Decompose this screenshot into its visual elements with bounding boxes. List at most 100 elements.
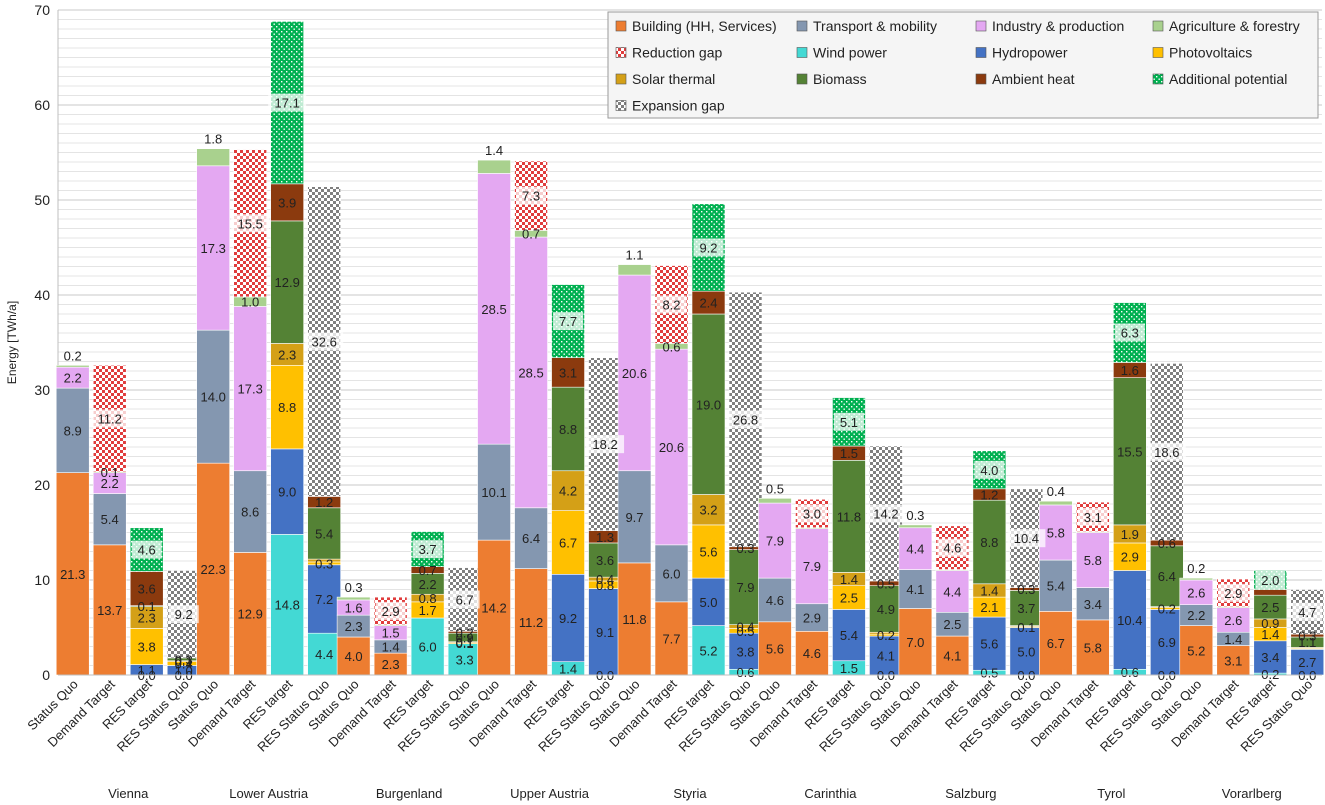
- legend-swatch-expansion_gap: [615, 100, 627, 111]
- bar-segment-building: [935, 635, 970, 676]
- data-label: 28.5: [518, 365, 543, 380]
- data-label: 20.6: [659, 440, 684, 455]
- bar-segment-transport: [898, 569, 933, 609]
- data-label: 0.1: [175, 654, 193, 669]
- bar-segment-biomass: [728, 549, 763, 625]
- data-label-bg: [833, 412, 864, 431]
- data-label: 2.0: [1261, 573, 1279, 588]
- bar-segment-transport: [1076, 587, 1110, 621]
- data-label: 4.2: [559, 484, 577, 499]
- legend-box: [607, 11, 1319, 119]
- data-label: 0.6: [1121, 665, 1139, 680]
- data-label-bg: [726, 410, 765, 429]
- bar-segment-biomass: [972, 499, 1007, 585]
- data-label: 4.0: [345, 649, 363, 664]
- data-label: 0.2: [1158, 602, 1176, 617]
- data-label: 9.2: [175, 607, 193, 622]
- legend-swatch-reduction_gap: [615, 47, 627, 58]
- bar-segment-industry: [514, 236, 548, 509]
- data-label: 22.3: [201, 562, 226, 577]
- data-label: 0.1: [456, 635, 474, 650]
- y-tick-label: 30: [34, 382, 50, 398]
- region-label: Burgenland: [376, 786, 443, 801]
- bar-segment-transport: [196, 329, 230, 464]
- data-label: 5.0: [699, 595, 717, 610]
- data-label: 0.8: [419, 591, 437, 606]
- data-label: 2.2: [1187, 608, 1205, 623]
- legend-swatch-transport: [796, 20, 808, 32]
- data-label: 2.9: [1224, 586, 1242, 601]
- region-label: Carinthia: [804, 786, 857, 801]
- data-label: 18.6: [1154, 445, 1179, 460]
- data-label: 1.1: [138, 663, 156, 678]
- region-label: Styria: [673, 786, 707, 801]
- bar-segment-industry: [196, 165, 230, 331]
- bar-segment-agriculture: [898, 524, 933, 529]
- data-label: 5.0: [1017, 644, 1035, 659]
- y-axis: 0 10 20 30 40 50 60 70: [34, 2, 59, 683]
- bar-segment-agriculture: [55, 364, 90, 368]
- data-label: 8.8: [278, 400, 296, 415]
- bar-segment-industry: [795, 528, 829, 605]
- data-label-bg: [1292, 602, 1323, 621]
- data-label: 2.5: [1261, 600, 1279, 615]
- data-label: 11.2: [519, 615, 543, 630]
- data-label: 0.8: [596, 578, 614, 593]
- data-label: 9.1: [596, 625, 614, 640]
- data-label-bg: [866, 504, 905, 523]
- data-label: 0.2: [877, 628, 895, 643]
- data-label: 2.2: [101, 476, 119, 491]
- data-label: 5.1: [840, 415, 858, 430]
- legend-swatch-industry: [975, 20, 987, 32]
- data-label: 0.5: [980, 666, 998, 681]
- data-label: 26.8: [733, 412, 758, 427]
- data-label: 0.2: [456, 625, 474, 640]
- data-label: 9.7: [625, 510, 643, 525]
- data-label: 6.7: [559, 535, 577, 550]
- data-label-bg: [796, 504, 827, 523]
- bar-segment-industry: [898, 527, 933, 570]
- data-label: 6.4: [1158, 569, 1176, 584]
- data-label: 8.8: [980, 535, 998, 550]
- data-label: 4.1: [943, 649, 961, 664]
- region-label: Tyrol: [1097, 786, 1125, 801]
- data-label: 7.7: [559, 314, 577, 329]
- data-label: 7.9: [766, 534, 784, 549]
- data-label-bg: [131, 540, 162, 559]
- data-label-bg: [1007, 529, 1046, 548]
- legend-label-agriculture: Agriculture & forestry: [1169, 18, 1300, 34]
- bar-segment-hydro: [728, 632, 763, 670]
- data-label: 2.5: [840, 591, 858, 606]
- data-label: 14.8: [275, 598, 300, 613]
- data-label: 17.3: [238, 382, 263, 397]
- data-label: 5.8: [1084, 553, 1102, 568]
- data-label: 28.5: [481, 302, 506, 317]
- data-label: 0.6: [1158, 536, 1176, 551]
- bar-segment-pv: [270, 364, 304, 450]
- data-label: 13.7: [97, 603, 122, 618]
- bar-segment-hydro: [551, 573, 585, 662]
- data-label: 12.9: [275, 275, 300, 290]
- data-label: 4.4: [906, 542, 924, 557]
- data-label: 1.0: [241, 295, 259, 310]
- y-tick-label: 60: [34, 97, 50, 113]
- legend-label-wind: Wind power: [813, 45, 887, 61]
- bar-segment-biomass: [270, 220, 304, 344]
- data-label: 1.5: [840, 446, 858, 461]
- bar-segment-ambient: [270, 183, 304, 222]
- legend-label-building: Building (HH, Services): [632, 18, 777, 34]
- bar-segment-agriculture: [1179, 577, 1214, 581]
- data-label: 0.4: [596, 572, 614, 587]
- data-label: 1.4: [559, 661, 577, 676]
- legend-swatch-pv: [1152, 47, 1164, 58]
- data-label: 8.8: [559, 422, 577, 437]
- data-label: 5.8: [1084, 640, 1102, 655]
- bar-segment-wind: [410, 617, 445, 676]
- data-label: 3.7: [419, 542, 437, 557]
- data-label: 19.0: [696, 397, 721, 412]
- bar-segment-industry: [1216, 607, 1251, 633]
- bar-segment-agriculture: [336, 596, 371, 601]
- data-label: 2.6: [1187, 585, 1205, 600]
- data-label: 15.5: [1117, 444, 1142, 459]
